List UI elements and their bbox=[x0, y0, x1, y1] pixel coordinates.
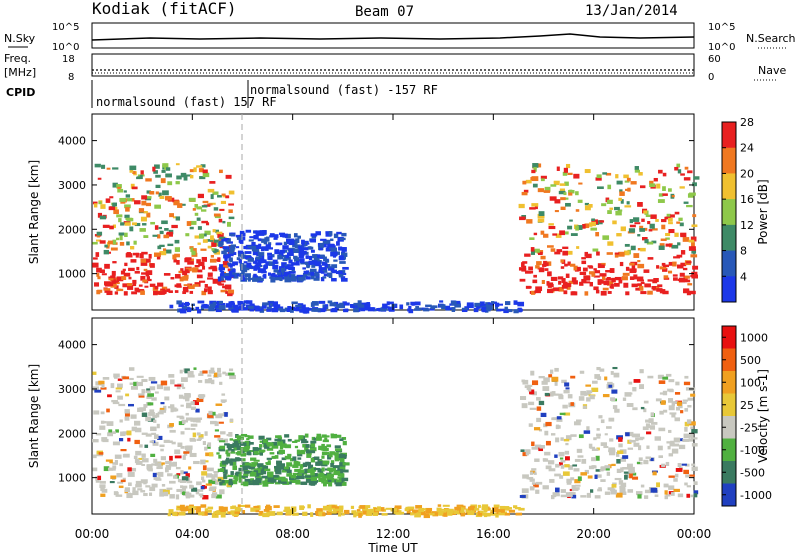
time-tick-label-3: 12:00 bbox=[376, 527, 411, 541]
power-colorbar-tick-1: 8 bbox=[740, 245, 747, 258]
power-ylabel: Slant Range [km] bbox=[27, 160, 41, 264]
velocity-colorbar-swatch-4 bbox=[722, 416, 736, 439]
velocity-ylabel: Slant Range [km] bbox=[27, 364, 41, 468]
power-colorbar-tick-3: 16 bbox=[740, 193, 754, 206]
velocity-ytick-label-0: 1000 bbox=[58, 472, 86, 485]
power-region-0 bbox=[92, 163, 235, 297]
velocity-colorbar-tick-2: 100 bbox=[740, 376, 761, 389]
power-colorbar-label: Power [dB] bbox=[756, 179, 770, 244]
noise-left-tick-top: 10^5 bbox=[52, 22, 79, 33]
velocity-colorbar-swatch-5 bbox=[722, 438, 736, 462]
beam-title: Beam 07 bbox=[355, 4, 414, 20]
velocity-ytick-label-1: 2000 bbox=[58, 427, 86, 440]
time-axis-label: Time UT bbox=[367, 541, 418, 554]
velocity-colorbar-tick-1: 500 bbox=[740, 354, 761, 367]
power-colorbar-swatch-1 bbox=[722, 147, 736, 174]
power-colorbar-tick-2: 12 bbox=[740, 219, 754, 232]
cpid-segment-2: normalsound (fast) -157 RF bbox=[250, 83, 438, 97]
velocity-colorbar-tick-6: -500 bbox=[740, 466, 765, 479]
cpid-label: CPID bbox=[6, 86, 35, 99]
noise-left-tick-bottom: 10^0 bbox=[52, 42, 79, 53]
velocity-colorbar-swatch-7 bbox=[722, 483, 736, 507]
time-axis: 00:00 04:00 08:00 12:00 16:00 20:00 00:00 bbox=[75, 114, 712, 541]
power-colorbar-swatch-4 bbox=[722, 224, 736, 252]
power-region-3 bbox=[518, 163, 700, 296]
velocity-colorbar-tick-3: 25 bbox=[740, 399, 754, 412]
velocity-ytick-label-2: 3000 bbox=[58, 383, 86, 396]
power-colorbar-swatch-2 bbox=[722, 173, 736, 200]
freq-left-label-line2: [MHz] bbox=[4, 66, 36, 79]
power-colorbar-swatch-0 bbox=[722, 122, 736, 149]
time-tick-label-1: 04:00 bbox=[175, 527, 210, 541]
time-tick-label-0: 00:00 bbox=[75, 527, 110, 541]
power-colorbar-tick-4: 20 bbox=[740, 167, 754, 180]
power-ytick-label-2: 3000 bbox=[58, 179, 86, 192]
velocity-colorbar-tick-0: 1000 bbox=[740, 331, 768, 344]
noise-right-tick-bottom: 10^0 bbox=[708, 42, 735, 53]
noise-right-label: N.Search bbox=[746, 32, 796, 45]
power-ytick-label-3: 4000 bbox=[58, 135, 86, 148]
time-tick-label-6: 00:00 bbox=[677, 527, 712, 541]
power-ytick-label-0: 1000 bbox=[58, 268, 86, 281]
noise-right-tick-top: 10^5 bbox=[708, 22, 735, 33]
freq-left-label-line1: Freq. bbox=[4, 52, 31, 65]
power-colorbar-tick-0: 4 bbox=[740, 270, 747, 283]
radar-title: Kodiak (fitACF) bbox=[92, 0, 237, 18]
power-region-2 bbox=[169, 300, 525, 314]
velocity-region-2 bbox=[167, 504, 525, 519]
velocity-ytick-label-3: 4000 bbox=[58, 339, 86, 352]
power-colorbar-swatch-3 bbox=[722, 199, 736, 226]
power-data bbox=[92, 163, 700, 314]
velocity-colorbar-label: Velocity [m s-1] bbox=[756, 369, 770, 463]
velocity-region-3 bbox=[519, 366, 699, 500]
velocity-colorbar-tick-5: -100 bbox=[740, 444, 765, 457]
velocity-colorbar-swatch-0 bbox=[722, 326, 736, 349]
velocity-colorbar-swatch-2 bbox=[722, 371, 736, 394]
power-ytick-label-1: 2000 bbox=[58, 223, 86, 236]
power-colorbar-swatch-6 bbox=[722, 276, 736, 303]
freq-left-tick-top: 18 bbox=[62, 54, 75, 65]
noise-trace bbox=[91, 33, 695, 41]
velocity-colorbar-tick-7: -1000 bbox=[740, 489, 772, 502]
power-panel: 1000 2000 3000 4000 Slant Range [km] 4 8 12 16… bbox=[27, 113, 770, 314]
time-tick-label-4: 16:00 bbox=[476, 527, 511, 541]
freq-left-tick-bottom: 8 bbox=[68, 72, 74, 83]
velocity-colorbar-swatch-3 bbox=[722, 393, 736, 417]
velocity-colorbar-swatch-6 bbox=[722, 461, 736, 484]
cpid-segment-1: normalsound (fast) 157 RF bbox=[96, 95, 277, 109]
noise-panel: N.Sky 10^5 10^0 10^5 10^0 N.Search bbox=[4, 22, 796, 53]
power-region-1 bbox=[217, 229, 349, 283]
velocity-panel: 1000 2000 3000 4000 Slant Range [km] 1000 50… bbox=[27, 317, 772, 519]
power-colorbar-tick-5: 24 bbox=[740, 142, 754, 155]
velocity-region-1 bbox=[217, 433, 350, 487]
freq-panel: Freq. [MHz] 18 8 60 0 Nave bbox=[4, 52, 786, 83]
power-colorbar-tick-6: 28 bbox=[740, 116, 754, 129]
date-title: 13/Jan/2014 bbox=[585, 3, 678, 19]
time-tick-label-2: 08:00 bbox=[275, 527, 310, 541]
velocity-colorbar-tick-4: -25 bbox=[740, 421, 758, 434]
velocity-colorbar-swatch-1 bbox=[722, 348, 736, 372]
noise-left-label: N.Sky bbox=[4, 32, 36, 45]
nave-right-label: Nave bbox=[758, 64, 786, 77]
velocity-data bbox=[92, 366, 699, 519]
time-tick-label-5: 20:00 bbox=[576, 527, 611, 541]
freq-right-tick-bottom: 0 bbox=[708, 72, 714, 83]
power-colorbar-swatch-5 bbox=[722, 250, 736, 277]
cpid-panel: CPID normalsound (fast) 157 RF normalsou… bbox=[6, 80, 438, 109]
freq-right-tick-top: 60 bbox=[708, 54, 721, 65]
